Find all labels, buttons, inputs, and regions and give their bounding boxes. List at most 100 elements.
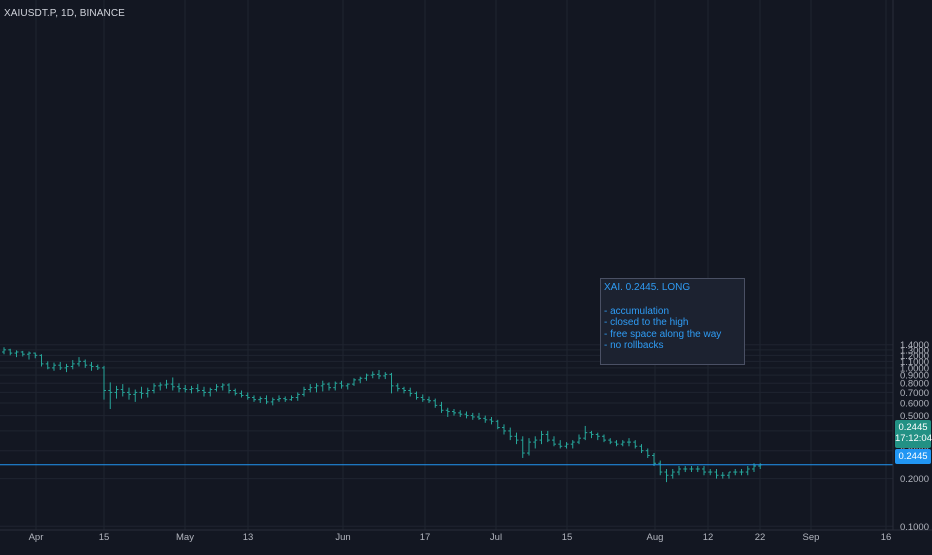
ohlc-bar (214, 384, 219, 392)
price-tick-label: 0.8000 (900, 379, 929, 390)
ohlc-bar (127, 387, 131, 400)
ohlc-bar (27, 351, 31, 360)
ohlc-bar (89, 361, 94, 371)
ohlc-bar (652, 453, 656, 467)
time-axis[interactable]: Apr 15 May 13 Jun 17 Jul 15 Aug 12 22 Sep 16 (29, 532, 892, 543)
ohlc-bar (45, 361, 50, 370)
note-line-accumulation: - accumulation (604, 305, 670, 317)
ohlc-bar (583, 425, 588, 441)
ohlc-bar (308, 384, 313, 393)
ohlc-bar (133, 389, 138, 402)
ohlc-bars (2, 347, 763, 483)
ohlc-bar (164, 379, 169, 389)
ohlc-bar (520, 436, 525, 458)
time-tick-label: Aug (647, 532, 664, 543)
ohlc-bar (339, 380, 344, 389)
ohlc-bar (208, 387, 213, 397)
ohlc-bar (95, 364, 100, 370)
ohlc-bar (683, 466, 688, 473)
trade-note-box[interactable]: XAI. 0.2445. LONG - accumulation - close… (600, 278, 745, 365)
ohlc-bar (83, 359, 88, 368)
ohlc-bar (77, 357, 81, 367)
ohlc-bar (270, 397, 275, 406)
level-line-badge: 0.2445 (895, 449, 931, 464)
ohlc-bar (589, 430, 594, 439)
price-tick-label: 0.2000 (900, 474, 929, 485)
ohlc-bar (177, 383, 181, 393)
ohlc-bar (264, 395, 269, 405)
ohlc-bar (395, 383, 400, 392)
ohlc-bar (452, 409, 456, 416)
price-tick-label: 1.1000 (900, 357, 929, 368)
ohlc-bar (102, 365, 106, 400)
ohlc-bar (52, 362, 56, 371)
ohlc-bar (345, 383, 350, 390)
price-tick-label: 1.4000 (900, 340, 929, 351)
ohlc-bar (458, 410, 463, 417)
ohlc-bar (239, 390, 244, 398)
ohlc-bar (189, 385, 194, 394)
price-tick-label: 0.1000 (900, 522, 929, 533)
ohlc-bar (620, 440, 625, 447)
price-tick-label: 0.6000 (900, 399, 929, 410)
ohlc-bar (570, 440, 575, 449)
last-price-value: 0.2445 (898, 422, 928, 433)
ohlc-bar (152, 383, 156, 394)
ohlc-bar (489, 416, 494, 425)
ohlc-bar (714, 468, 719, 479)
ohlc-bar (545, 430, 550, 443)
ohlc-bar (327, 382, 331, 391)
time-tick-label: 13 (243, 532, 254, 543)
ohlc-bar (614, 440, 619, 447)
ohlc-bar (602, 434, 606, 443)
ohlc-bar (277, 395, 281, 402)
price-tick-label: 0.7000 (900, 388, 929, 399)
ohlc-bar (233, 388, 238, 396)
ohlc-bar (377, 369, 381, 380)
ohlc-bar (702, 466, 706, 476)
ohlc-bar (483, 415, 488, 423)
price-tick-label: 0.5000 (900, 411, 929, 422)
price-tick-label: 0.9000 (900, 371, 929, 382)
ohlc-bar (364, 373, 369, 381)
ohlc-bar (477, 412, 481, 420)
ohlc-bar (389, 372, 394, 394)
ohlc-bar (352, 378, 356, 386)
time-tick-label: Jul (490, 532, 502, 543)
symbol-title[interactable]: XAIUSDT.P, 1D, BINANCE (4, 8, 125, 19)
ohlc-bar (427, 396, 431, 404)
ohlc-bar (727, 471, 731, 479)
ohlc-bar (552, 436, 556, 447)
ohlc-bar (433, 398, 438, 408)
ohlc-bar (514, 432, 519, 445)
time-tick-label: 15 (99, 532, 110, 543)
ohlc-bar (633, 440, 638, 449)
note-line-free-space: - free space along the way (604, 328, 722, 340)
price-tick-label: 1.0000 (900, 363, 929, 374)
ohlc-bar (608, 438, 613, 445)
note-line-no-rollbacks: - no rollbacks (604, 340, 664, 351)
ohlc-bar (745, 466, 750, 476)
ohlc-bar (202, 386, 206, 397)
ohlc-bar (595, 432, 600, 441)
ohlc-bar (245, 392, 250, 400)
ohlc-bar (220, 383, 225, 391)
ohlc-bar (195, 384, 200, 393)
ohlc-bar (283, 396, 288, 402)
ohlc-bar (445, 407, 450, 417)
time-tick-label: 12 (703, 532, 714, 543)
ohlc-bar (183, 384, 188, 393)
note-title: XAI. 0.2445. LONG (604, 282, 691, 293)
price-tick-label: 1.2000 (900, 351, 929, 362)
ohlc-bar (8, 348, 13, 356)
ohlc-bar (670, 468, 675, 479)
ohlc-bar (408, 387, 413, 397)
ohlc-bar (33, 352, 38, 359)
ohlc-bar (695, 466, 700, 473)
ohlc-bar (320, 380, 325, 392)
ohlc-bar (289, 395, 294, 401)
ohlc-bar (302, 386, 306, 397)
time-tick-label: Jun (335, 532, 350, 543)
